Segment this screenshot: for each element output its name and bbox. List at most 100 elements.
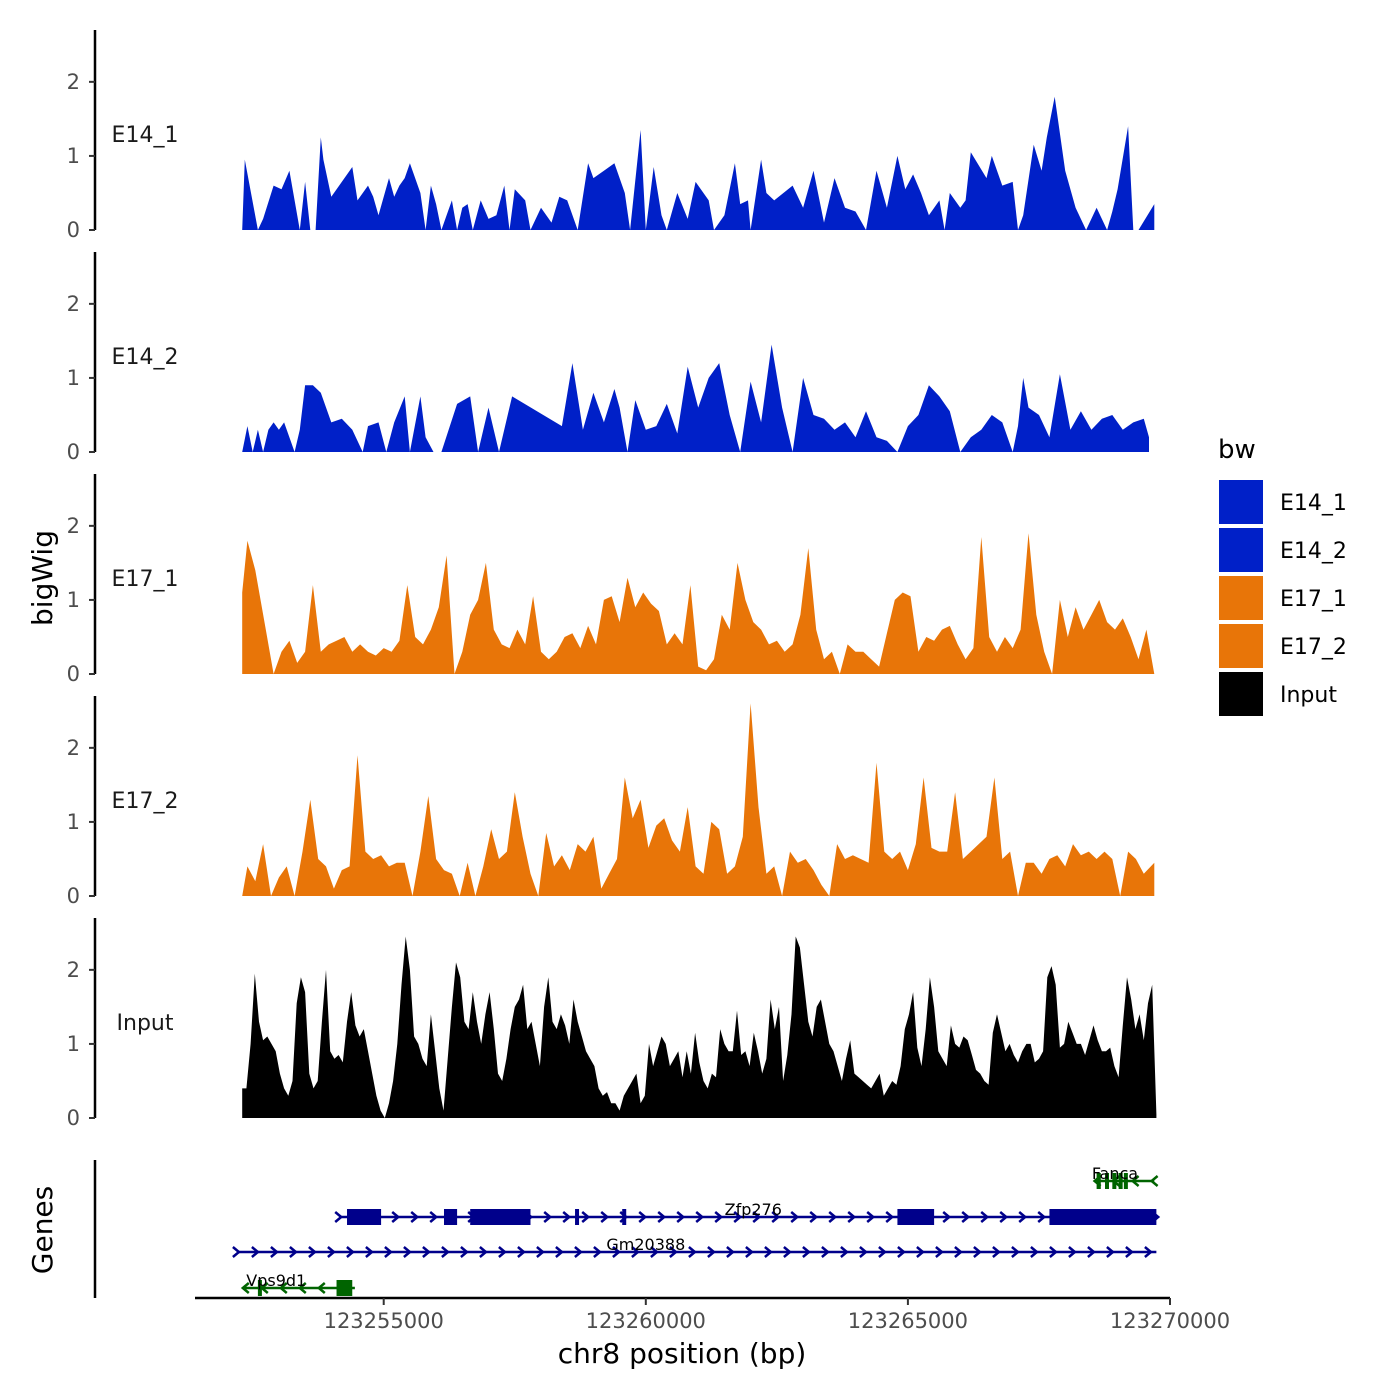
y-tick-label: 1 bbox=[67, 366, 80, 390]
strand-chevron bbox=[695, 1211, 705, 1223]
y-axis-title: bigWig bbox=[26, 530, 59, 626]
track-e14_2: 0 1 2 E14_2 bbox=[67, 252, 1149, 464]
strand-chevron bbox=[562, 1211, 572, 1223]
strand-chevron bbox=[707, 1246, 716, 1258]
x-tick-label: 123260000 bbox=[586, 1309, 706, 1333]
strand-chevron bbox=[251, 1246, 260, 1258]
strand-chevron bbox=[365, 1246, 374, 1258]
exon-block bbox=[470, 1209, 531, 1225]
coverage-area-e14_1 bbox=[242, 96, 1155, 230]
strand-chevron bbox=[429, 1211, 439, 1223]
coverage-area-e17_1 bbox=[242, 533, 1155, 674]
exon-block bbox=[1049, 1209, 1157, 1225]
gene-label: Fanca bbox=[1092, 1164, 1138, 1183]
strand-chevron bbox=[612, 1246, 621, 1258]
y-tick-label: 1 bbox=[67, 588, 80, 612]
strand-chevron bbox=[1106, 1246, 1115, 1258]
legend-swatch bbox=[1219, 528, 1263, 572]
coverage-area-e14_2 bbox=[242, 344, 1149, 452]
legend-label: E17_2 bbox=[1280, 635, 1347, 660]
gene-label: Vps9d1 bbox=[246, 1271, 306, 1290]
strand-chevron bbox=[384, 1246, 393, 1258]
strand-chevron bbox=[1130, 1175, 1140, 1187]
strand-chevron bbox=[441, 1246, 450, 1258]
strand-chevron bbox=[866, 1211, 876, 1223]
strand-chevron bbox=[278, 1282, 288, 1294]
track-label: E14_2 bbox=[112, 345, 179, 370]
strand-chevron bbox=[334, 1211, 344, 1223]
coverage-area-e17_2 bbox=[242, 703, 1155, 896]
strand-chevron bbox=[980, 1211, 990, 1223]
strand-chevron bbox=[897, 1246, 906, 1258]
legend-label: E17_1 bbox=[1280, 587, 1347, 612]
track-e17_2: 0 1 2 E17_2 bbox=[67, 696, 1155, 908]
gene-zfp276: Zfp276 bbox=[334, 1200, 1161, 1225]
exon-block bbox=[1118, 1173, 1123, 1189]
y-tick-label: 2 bbox=[67, 292, 80, 316]
strand-chevron bbox=[809, 1211, 819, 1223]
strand-chevron bbox=[638, 1211, 648, 1223]
strand-chevron bbox=[1037, 1211, 1047, 1223]
strand-chevron bbox=[1049, 1246, 1058, 1258]
strand-chevron bbox=[657, 1211, 667, 1223]
strand-chevron bbox=[790, 1211, 800, 1223]
strand-chevron bbox=[1030, 1246, 1039, 1258]
strand-chevron bbox=[828, 1211, 838, 1223]
strand-chevron bbox=[346, 1246, 355, 1258]
exon-block bbox=[257, 1280, 262, 1296]
exon-block bbox=[336, 1280, 353, 1296]
strand-chevron bbox=[999, 1211, 1009, 1223]
strand-chevron bbox=[232, 1246, 241, 1258]
strand-chevron bbox=[847, 1211, 857, 1223]
legend-label: E14_1 bbox=[1280, 491, 1347, 516]
strand-chevron bbox=[1011, 1246, 1020, 1258]
legend-swatch bbox=[1219, 480, 1263, 524]
strand-chevron bbox=[308, 1246, 317, 1258]
strand-chevron bbox=[403, 1246, 412, 1258]
strand-chevron bbox=[726, 1246, 735, 1258]
strand-chevron bbox=[479, 1246, 488, 1258]
exon-block bbox=[575, 1209, 580, 1225]
legend-label: E14_2 bbox=[1280, 539, 1347, 564]
exon-block bbox=[443, 1209, 458, 1225]
y-tick-label: 0 bbox=[67, 440, 80, 464]
strand-chevron bbox=[289, 1246, 298, 1258]
legend: bw E14_1 E14_2 E17_1 E17_2 Input bbox=[1218, 435, 1347, 716]
x-axis-title: chr8 position (bp) bbox=[558, 1337, 807, 1370]
strand-chevron bbox=[783, 1246, 792, 1258]
track-input: 0 1 2 Input bbox=[67, 918, 1157, 1130]
legend-swatch bbox=[1219, 672, 1263, 716]
strand-chevron bbox=[517, 1246, 526, 1258]
gene-gm20388: Gm20388 bbox=[232, 1235, 1157, 1258]
strand-chevron bbox=[650, 1246, 659, 1258]
strand-chevron bbox=[992, 1246, 1001, 1258]
genes-panel: Fanca Zfp276 Gm20388 Vps9d1 bbox=[93, 1160, 1161, 1298]
gene-fanca: Fanca bbox=[1092, 1164, 1159, 1189]
legend-label: Input bbox=[1280, 683, 1337, 708]
strand-chevron bbox=[240, 1282, 250, 1294]
strand-chevron bbox=[771, 1211, 781, 1223]
strand-chevron bbox=[688, 1246, 697, 1258]
strand-chevron bbox=[954, 1246, 963, 1258]
strand-chevron bbox=[316, 1282, 326, 1294]
coverage-area-input bbox=[242, 936, 1157, 1118]
y-tick-label: 0 bbox=[67, 218, 80, 242]
legend-swatch bbox=[1219, 624, 1263, 668]
x-tick-label: 123255000 bbox=[324, 1309, 444, 1333]
strand-chevron bbox=[422, 1246, 431, 1258]
legend-title: bw bbox=[1218, 435, 1256, 465]
strand-chevron bbox=[821, 1246, 830, 1258]
y-tick-label: 0 bbox=[67, 662, 80, 686]
strand-chevron bbox=[581, 1211, 591, 1223]
strand-chevron bbox=[878, 1246, 887, 1258]
y-tick-label: 0 bbox=[67, 884, 80, 908]
y-tick-label: 2 bbox=[67, 70, 80, 94]
strand-chevron bbox=[1068, 1246, 1077, 1258]
strand-chevron bbox=[802, 1246, 811, 1258]
strand-chevron bbox=[840, 1246, 849, 1258]
strand-chevron bbox=[752, 1211, 762, 1223]
genes-axis-title: Genes bbox=[26, 1186, 59, 1274]
y-tick-label: 1 bbox=[67, 144, 80, 168]
strand-chevron bbox=[1125, 1246, 1134, 1258]
strand-chevron bbox=[916, 1246, 925, 1258]
